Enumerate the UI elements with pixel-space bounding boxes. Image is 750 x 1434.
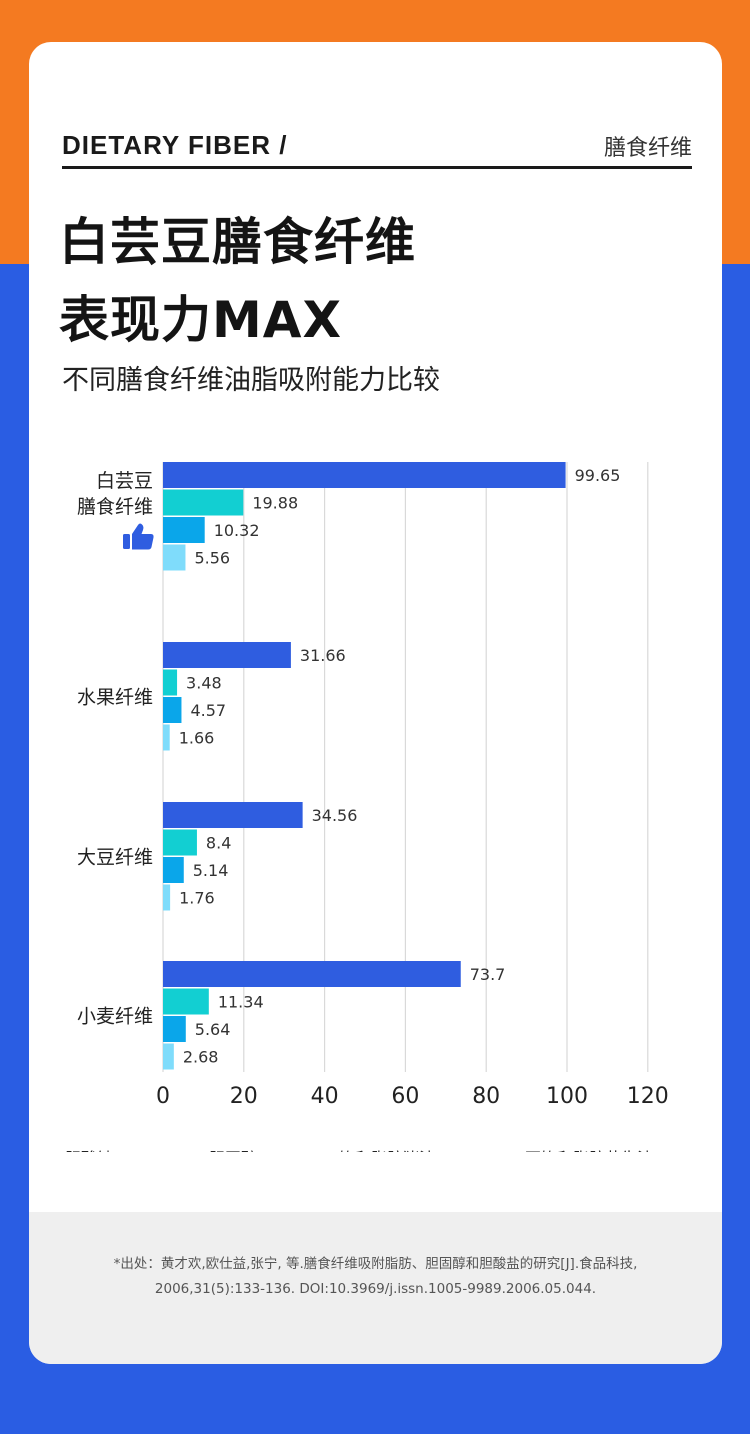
thumbs-up-icon [123, 523, 154, 550]
bar [163, 544, 186, 571]
category-label: 水果纤维 [77, 686, 153, 708]
x-tick-label: 40 [311, 1084, 339, 1109]
citation-footer: *出处：黄才欢,欧仕益,张宁, 等.膳食纤维吸附脂肪、胆固醇和胆酸盐的研究[J]… [29, 1212, 722, 1364]
data-label: 5.56 [194, 549, 230, 568]
data-label: 1.66 [179, 729, 215, 748]
x-tick-label: 20 [230, 1084, 258, 1109]
bar [163, 697, 182, 723]
x-tick-label: 0 [156, 1084, 170, 1109]
bar [163, 669, 178, 696]
bar [163, 1016, 186, 1042]
content-card: DIETARY FIBER / 膳食纤维 白芸豆膳食纤维 表现力MAX 不同膳食… [29, 42, 722, 1364]
page-title-line-2: 表现力MAX [59, 291, 343, 349]
citation-line-2: 2006,31(5):133-136. DOI:10.3969/j.issn.1… [154, 1281, 597, 1297]
bar [163, 724, 170, 751]
bar [163, 988, 209, 1015]
data-label: 1.76 [179, 889, 215, 908]
data-label: 99.65 [575, 466, 621, 485]
data-label: 11.34 [218, 993, 264, 1012]
data-label: 10.32 [214, 521, 260, 540]
bar [163, 642, 291, 668]
page-title-line-1: 白芸豆膳食纤维 [59, 213, 416, 271]
data-label: 5.14 [193, 861, 229, 880]
bar [163, 884, 171, 911]
data-label: 4.57 [190, 701, 226, 720]
header-label-en: DIETARY FIBER / [62, 130, 288, 160]
data-label: 73.7 [470, 965, 506, 984]
data-label: 34.56 [312, 806, 358, 825]
page-subtitle: 不同膳食纤维油脂吸附能力比较 [62, 365, 440, 396]
data-label: 2.68 [183, 1048, 219, 1067]
bar-chart: 0 20 40 60 80 100 120 99.65 31.66 34.56 73.7 19.88 3… [65, 462, 691, 1152]
citation-line-1: *出处：黄才欢,欧仕益,张宁, 等.膳食纤维吸附脂肪、胆固醇和胆酸盐的研究[J]… [113, 1256, 638, 1272]
bar [163, 857, 184, 883]
legend-label: 饱和脂肪猪油(g/g) [339, 1149, 473, 1152]
data-label: 19.88 [252, 494, 298, 513]
legend-label: 不饱和脂肪花生油(g/g) [525, 1149, 691, 1152]
category-label: 白芸豆膳食纤维 [77, 470, 153, 518]
header-divider [62, 166, 692, 169]
x-tick-label: 120 [627, 1084, 669, 1109]
data-label: 8.4 [206, 834, 231, 853]
data-label: 3.48 [186, 674, 222, 693]
bar [163, 489, 244, 516]
bar [163, 829, 197, 856]
legend-label: 胆固醇(g/g) [209, 1149, 295, 1152]
data-label: 31.66 [300, 646, 346, 665]
x-tick-label: 60 [391, 1084, 419, 1109]
category-label: 小麦纤维 [77, 1005, 153, 1027]
bar [163, 961, 461, 987]
x-tick-label: 100 [546, 1084, 588, 1109]
citation-text: *出处：黄才欢,欧仕益,张宁, 等.膳食纤维吸附脂肪、胆固醇和胆酸盐的研究[J]… [29, 1252, 722, 1302]
legend-label: 胆酸钠(mg/g) [65, 1149, 167, 1152]
bar [163, 462, 566, 488]
bar [163, 802, 303, 828]
x-tick-label: 80 [472, 1084, 500, 1109]
header-label-cn: 膳食纤维 [603, 136, 692, 161]
category-label: 大豆纤维 [77, 846, 153, 868]
bar [163, 1043, 174, 1070]
data-label: 5.64 [195, 1020, 231, 1039]
bar [163, 517, 205, 543]
